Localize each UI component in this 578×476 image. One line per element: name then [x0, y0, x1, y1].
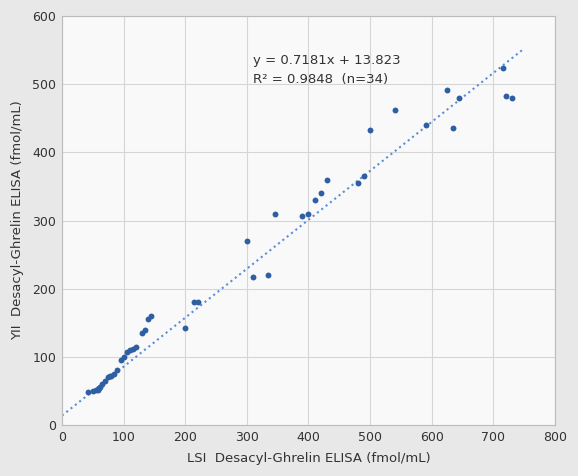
- Point: [242, 237, 251, 245]
- Point: [507, 94, 516, 102]
- Point: [310, 196, 319, 204]
- Point: [147, 312, 156, 320]
- Point: [119, 353, 128, 361]
- Point: [498, 64, 507, 72]
- Point: [105, 372, 114, 380]
- Point: [95, 383, 105, 391]
- Point: [103, 374, 113, 381]
- Point: [190, 298, 199, 306]
- Text: y = 0.7181x + 13.823: y = 0.7181x + 13.823: [253, 54, 401, 67]
- Point: [455, 94, 464, 102]
- Point: [323, 176, 332, 183]
- Point: [264, 271, 273, 279]
- Point: [360, 172, 369, 180]
- Point: [128, 345, 138, 353]
- Point: [91, 386, 101, 393]
- Point: [140, 326, 150, 333]
- Point: [98, 380, 107, 388]
- Point: [180, 324, 190, 331]
- Point: [390, 106, 399, 114]
- Point: [83, 388, 92, 396]
- Point: [94, 385, 103, 392]
- Point: [449, 124, 458, 132]
- Point: [501, 92, 510, 99]
- Point: [298, 212, 307, 219]
- Text: R² = 0.9848  (n=34): R² = 0.9848 (n=34): [253, 73, 388, 86]
- Point: [101, 377, 110, 385]
- Point: [110, 370, 119, 377]
- Point: [421, 121, 430, 129]
- Point: [138, 329, 147, 337]
- Point: [353, 179, 362, 187]
- Point: [143, 316, 153, 323]
- Point: [93, 386, 102, 393]
- Point: [316, 189, 325, 197]
- Point: [249, 273, 258, 281]
- Point: [113, 367, 122, 374]
- Point: [116, 357, 125, 364]
- Y-axis label: YII  Desacyl-Ghrelin ELISA (fmol/mL): YII Desacyl-Ghrelin ELISA (fmol/mL): [11, 101, 24, 340]
- Point: [107, 372, 116, 380]
- Point: [125, 346, 135, 354]
- Point: [442, 86, 451, 93]
- Point: [193, 298, 202, 306]
- X-axis label: LSI  Desacyl-Ghrelin ELISA (fmol/mL): LSI Desacyl-Ghrelin ELISA (fmol/mL): [187, 452, 430, 465]
- Point: [122, 348, 131, 356]
- Point: [304, 210, 313, 218]
- Point: [270, 210, 279, 218]
- Point: [88, 387, 98, 395]
- Point: [365, 126, 375, 134]
- Point: [131, 343, 140, 350]
